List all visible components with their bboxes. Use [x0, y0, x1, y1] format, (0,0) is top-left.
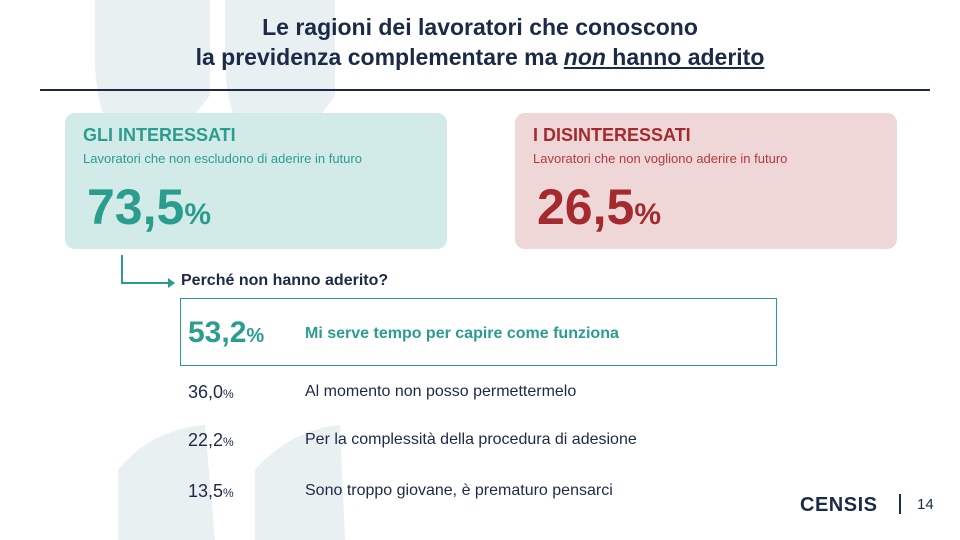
interested-value: 73,5%: [87, 177, 211, 245]
censis-logo: CENSIS: [800, 494, 878, 516]
uninterested-subtitle: Lavoratori che non vogliono aderire in f…: [533, 151, 788, 166]
title-line-2-end: hanno aderito: [605, 44, 765, 70]
title-line-2-start: la previdenza complementare ma: [195, 44, 564, 70]
reason-text: Al momento non posso permettermelo: [305, 383, 577, 400]
reason-text: Mi serve tempo per capire come funziona: [305, 325, 619, 342]
reason-number: 53,2: [188, 316, 247, 349]
interested-heading: GLI INTERESSATI: [83, 125, 236, 145]
uninterested-value: 26,5%: [537, 177, 661, 245]
reason-percent-sign: %: [223, 486, 234, 500]
title-line-1: Le ragioni dei lavoratori che conoscono: [262, 14, 698, 40]
question-heading: Perché non hanno aderito?: [181, 272, 389, 289]
reason-number: 13,5: [188, 481, 224, 501]
reason-number: 22,2: [188, 430, 224, 450]
interested-subtitle: Lavoratori che non escludono di aderire …: [83, 151, 362, 166]
title-divider: [40, 89, 930, 91]
page-number: 14: [917, 496, 934, 513]
uninterested-card: I DISINTERESSATI Lavoratori che non vogl…: [515, 113, 897, 249]
uninterested-percent-sign: %: [634, 198, 662, 231]
page-title: Le ragioni dei lavoratori che conoscono …: [0, 12, 960, 72]
reason-value: 53,2%: [188, 316, 264, 350]
uninterested-heading: I DISINTERESSATI: [533, 125, 691, 145]
reason-value: 36,0%: [188, 382, 234, 403]
title-line-2: la previdenza complementare ma non hanno…: [0, 42, 960, 72]
reason-value: 13,5%: [188, 481, 234, 502]
uninterested-number: 26,5: [537, 179, 635, 235]
interested-card: GLI INTERESSATI Lavoratori che non esclu…: [65, 113, 447, 249]
reason-text: Sono troppo giovane, è prematuro pensarc…: [305, 482, 613, 499]
reason-text: Per la complessità della procedura di ad…: [305, 431, 637, 448]
reason-number: 36,0: [188, 382, 224, 402]
footer-divider: [899, 494, 901, 514]
reason-percent-sign: %: [246, 325, 265, 347]
top-reason-highlight-box: [180, 298, 777, 366]
interested-percent-sign: %: [184, 198, 212, 231]
connector-arrow-icon: [121, 255, 175, 288]
reason-value: 22,2%: [188, 430, 234, 451]
title-emphasis: non: [563, 44, 606, 70]
reason-percent-sign: %: [223, 387, 234, 401]
reason-percent-sign: %: [223, 435, 234, 449]
interested-number: 73,5: [87, 179, 185, 235]
